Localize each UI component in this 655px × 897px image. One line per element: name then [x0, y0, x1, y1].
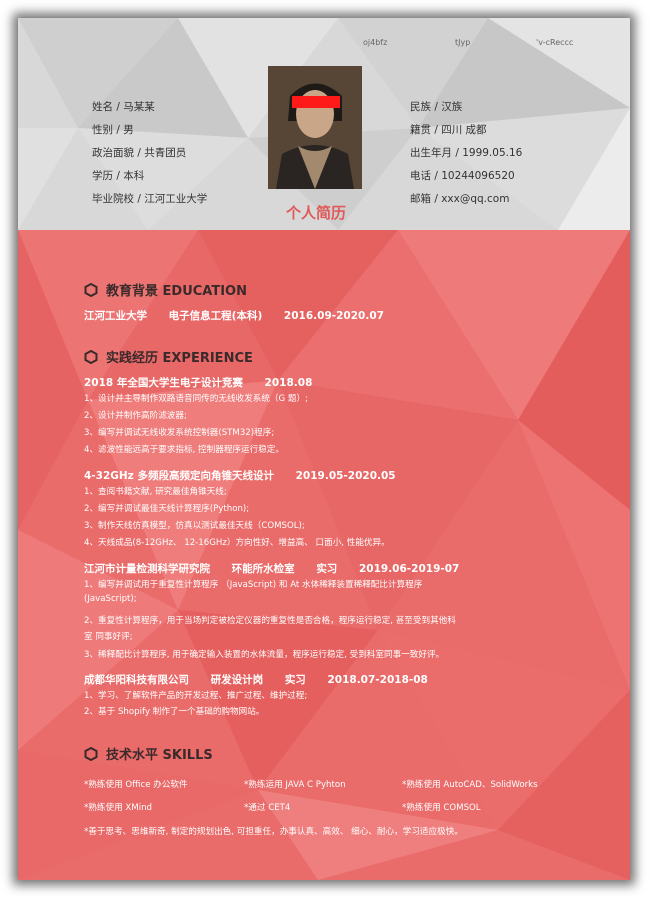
experience-heading: 实践经历 EXPERIENCE	[84, 347, 253, 366]
exp1-line: 3、编写并调试无线收发系统控制器(STM32)程序;	[84, 426, 274, 438]
email-field: 邮箱 / xxx@qq.com	[410, 188, 522, 211]
exp3-title-row: 江河市计量检测科学研究院 环能所水检室 实习 2019.06-2019-07	[84, 561, 477, 576]
exp4-title-row: 成都华阳科技有限公司 研发设计岗 实习 2018.07-2018-08	[84, 672, 446, 687]
birthdate-field: 出生年月 / 1999.05.16	[410, 142, 522, 165]
header-code-2: tJyp	[455, 38, 470, 47]
exp2-title-row: 4-32GHz 多频段高频定向角锥天线设计 2019.05-2020.05	[84, 468, 414, 483]
skill-item: *熟练使用 Office 办公软件	[84, 778, 188, 790]
profile-photo	[268, 66, 362, 189]
exp3-line: 1、编写并调试用于重复性计算程序 （JavaScript) 和 At 水体稀释装…	[84, 578, 422, 590]
resume-body: 教育背景 EDUCATION 江河工业大学 电子信息工程(本科) 2016.09…	[18, 230, 630, 880]
exp1-title-row: 2018 年全国大学生电子设计竞赛 2018.08	[84, 375, 330, 390]
exp1-line: 4、滤波性能远高于要求指标, 控制器程序运行稳定。	[84, 443, 284, 455]
exp4-dept: 研发设计岗	[211, 674, 264, 686]
exp4-line: 2、基于 Shopify 制作了一个基础的购物网站。	[84, 705, 264, 717]
hexagon-icon	[84, 747, 98, 761]
education-heading-label: 教育背景 EDUCATION	[106, 280, 247, 299]
hometown-field: 籍贯 / 四川 成都	[410, 119, 522, 142]
education-school: 江河工业大学	[84, 310, 147, 322]
exp2-title: 4-32GHz 多频段高频定向角锥天线设计	[84, 470, 274, 482]
exp3-line: (JavaScript);	[84, 594, 137, 604]
school-field: 毕业院校 / 江河工业大学	[92, 188, 207, 211]
left-info-list: 姓名 / 马某某 性别 / 男 政治面貌 / 共青团员 学历 / 本科 毕业院校…	[92, 96, 207, 211]
education-period: 2016.09-2020.07	[284, 310, 384, 322]
exp3-role: 实习	[316, 563, 337, 575]
exp4-org: 成都华阳科技有限公司	[84, 674, 189, 686]
degree-field: 学历 / 本科	[92, 165, 207, 188]
header-code-3: 'v-cReccc	[536, 38, 573, 47]
exp2-date: 2019.05-2020.05	[296, 470, 396, 482]
skills-heading: 技术水平 SKILLS	[84, 744, 213, 763]
exp1-line: 2、设计并制作高阶滤波器;	[84, 409, 187, 421]
exp4-date: 2018.07-2018-08	[327, 674, 427, 686]
political-status-field: 政治面貌 / 共青团员	[92, 142, 207, 165]
exp3-line: 2、重复性计算程序，用于当场判定被检定仪器的重复性是否合格，程序运行稳定, 甚至…	[84, 614, 456, 626]
skill-item: *善于思考、思维新奇, 制定的规划出色, 可担重任，办事认真、高效、 细心、耐心…	[84, 825, 463, 837]
right-info-list: 民族 / 汉族 籍贯 / 四川 成都 出生年月 / 1999.05.16 电话 …	[410, 96, 522, 211]
hexagon-icon	[84, 283, 98, 297]
exp3-dept: 环能所水检室	[232, 563, 295, 575]
exp3-line: 3、稀释配比计算程序, 用于确定输入装置的水体流量，程序运行稳定, 受到科室同事…	[84, 648, 444, 660]
exp4-line: 1、学习、了解软件产品的开发过程、推广过程、维护过程;	[84, 689, 307, 701]
skill-item: *熟练运用 JAVA C Pyhton	[244, 778, 346, 790]
exp2-line: 3、制作天线仿真模型，仿真以测试最佳天线（COMSOL);	[84, 519, 305, 531]
exp2-line: 2、编写并调试最佳天线计算程序(Python);	[84, 502, 249, 514]
resume-sheet: oj4bfz tJyp 'v-cReccc 姓名 / 马某某 性别 / 男 政治…	[18, 18, 630, 880]
skill-item: *熟练使用 COMSOL	[402, 801, 481, 813]
education-entry: 江河工业大学 电子信息工程(本科) 2016.09-2020.07	[84, 308, 402, 323]
skill-item: *通过 CET4	[244, 801, 290, 813]
ethnicity-field: 民族 / 汉族	[410, 96, 522, 119]
exp2-line: 1、查阅书籍文献, 研究最佳角锥天线;	[84, 485, 227, 497]
exp4-role: 实习	[285, 674, 306, 686]
education-major: 电子信息工程(本科)	[169, 310, 263, 322]
skill-item: *熟练使用 XMind	[84, 801, 152, 813]
resume-title: 个人简历	[254, 202, 378, 223]
gender-field: 性别 / 男	[92, 119, 207, 142]
hexagon-icon	[84, 350, 98, 364]
exp1-date: 2018.08	[265, 377, 313, 389]
header-code-1: oj4bfz	[363, 38, 387, 47]
skills-heading-label: 技术水平 SKILLS	[106, 744, 213, 763]
name-field: 姓名 / 马某某	[92, 96, 207, 119]
exp3-line: 室 同事好评;	[84, 630, 133, 642]
skill-item: *熟练使用 AutoCAD、SolidWorks	[402, 778, 538, 790]
exp3-org: 江河市计量检测科学研究院	[84, 563, 210, 575]
experience-heading-label: 实践经历 EXPERIENCE	[106, 347, 253, 366]
exp1-title: 2018 年全国大学生电子设计竞赛	[84, 377, 243, 389]
education-heading: 教育背景 EDUCATION	[84, 280, 247, 299]
exp2-line: 4、天线成品(8-12GHz、 12-16GHz）方向性好、增益高、 口面小, …	[84, 536, 390, 548]
phone-field: 电话 / 10244096520	[410, 165, 522, 188]
exp1-line: 1、设计并主导制作双路语音同传的无线收发系统（G 题）;	[84, 392, 308, 404]
exp3-date: 2019.06-2019-07	[359, 563, 459, 575]
resume-header: oj4bfz tJyp 'v-cReccc 姓名 / 马某某 性别 / 男 政治…	[18, 18, 630, 230]
